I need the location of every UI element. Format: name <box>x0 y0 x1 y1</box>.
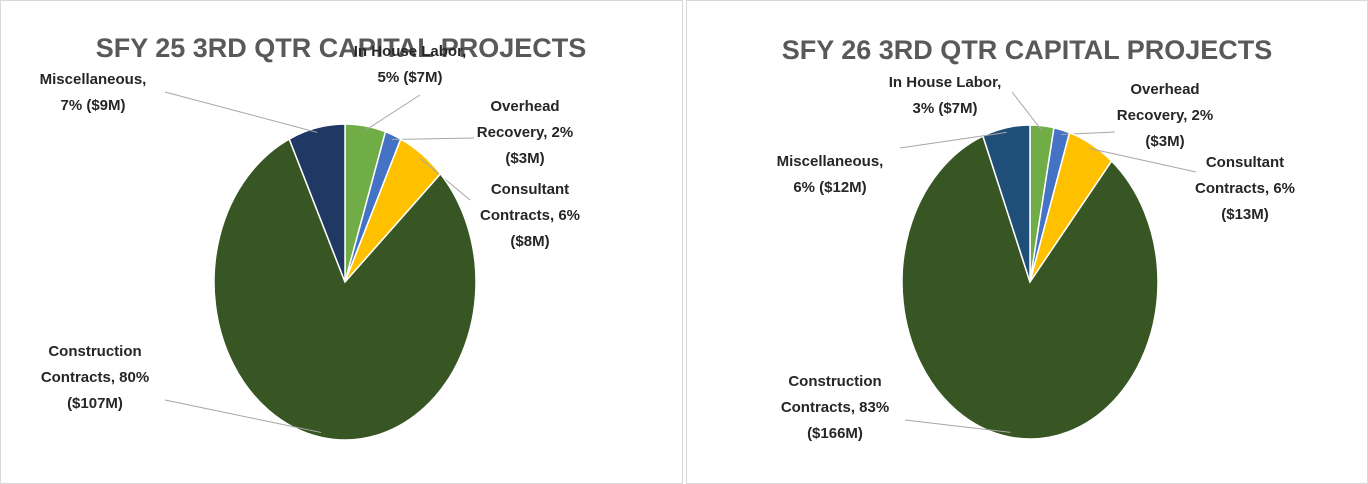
data-label: Construction <box>48 343 141 360</box>
leader-line <box>364 94 421 132</box>
leader-line <box>899 131 1007 149</box>
data-label: ($166M) <box>807 425 863 442</box>
data-label: Recovery, 2% <box>477 124 573 141</box>
data-label: Overhead <box>1130 81 1199 98</box>
data-label: ($107M) <box>67 395 123 412</box>
data-label: ($8M) <box>510 233 549 250</box>
data-label: 6% ($12M) <box>793 179 866 196</box>
leader-line <box>1089 148 1197 173</box>
data-label: Contracts, 80% <box>41 369 149 386</box>
data-label: ($13M) <box>1221 206 1269 223</box>
data-label: ($3M) <box>505 150 544 167</box>
data-label: Miscellaneous, <box>40 71 147 88</box>
pie-slice <box>288 123 346 283</box>
data-label: 7% ($9M) <box>60 97 125 114</box>
leader-line <box>391 137 475 141</box>
data-label: Consultant <box>491 181 569 198</box>
data-label: Construction <box>788 373 881 390</box>
data-label: Recovery, 2% <box>1117 107 1213 124</box>
chart-title: SFY 26 3RD QTR CAPITAL PROJECTS <box>782 35 1273 65</box>
data-label: Consultant <box>1206 154 1284 171</box>
chart-title: SFY 25 3RD QTR CAPITAL PROJECTS <box>96 33 587 63</box>
leader-line <box>164 91 318 133</box>
pie-slice <box>901 134 1159 440</box>
leader-line <box>904 419 1011 433</box>
data-label: Contracts, 83% <box>781 399 889 416</box>
data-label: In House Labor, <box>354 43 467 60</box>
data-label: ($3M) <box>1145 133 1184 150</box>
data-label: Contracts, 6% <box>1195 180 1295 197</box>
leader-line <box>164 399 322 434</box>
data-label: 5% ($7M) <box>377 69 442 86</box>
data-label: In House Labor, <box>889 74 1002 91</box>
data-label: Overhead <box>490 98 559 115</box>
pie-slice <box>213 137 477 441</box>
data-label: Contracts, 6% <box>480 207 580 224</box>
data-label: 3% ($7M) <box>912 100 977 117</box>
data-label: Miscellaneous, <box>777 153 884 170</box>
leader-line <box>1011 91 1043 131</box>
